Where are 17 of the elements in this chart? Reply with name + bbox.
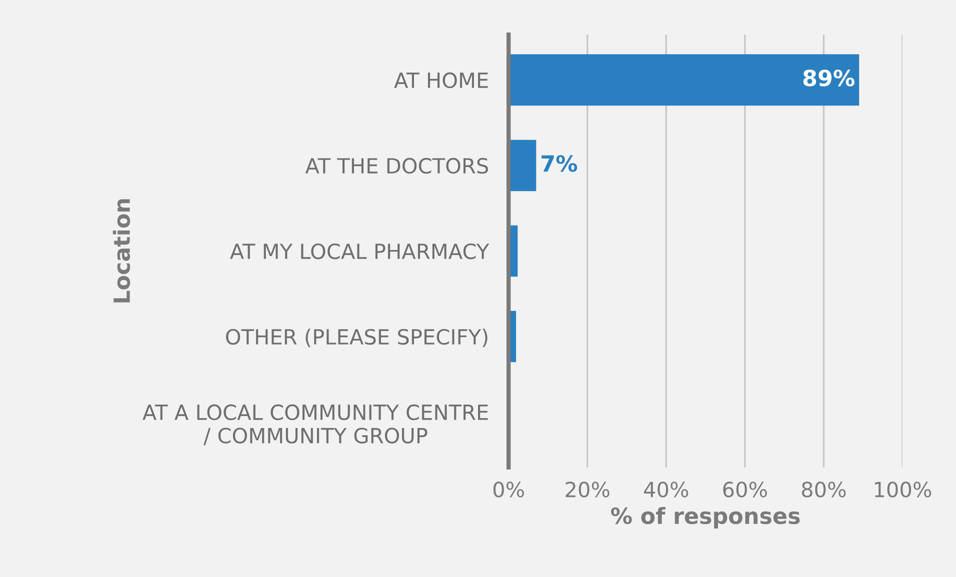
y-axis-title: Location: [112, 199, 130, 302]
y-tick-label: AT MY LOCAL PHARMACY: [230, 243, 490, 260]
x-tick-label: 20%: [566, 482, 610, 498]
x-tick-label: 0%: [493, 482, 524, 498]
bar: [508, 140, 536, 192]
y-tick-label: AT THE DOCTORS: [305, 158, 488, 174]
x-tick-label: 80%: [802, 482, 846, 498]
y-tick-label: OTHER (PLEASE SPECIFY): [226, 328, 488, 348]
y-tick-label: AT A LOCAL COMMUNITY CENTRE / COMMUNITY GROUP: [142, 404, 488, 446]
y-tick-label: AT HOME: [394, 72, 488, 88]
x-tick-label: 100%: [874, 482, 932, 498]
data-label: 89%: [803, 70, 854, 86]
x-axis-title: % of responses: [611, 506, 800, 528]
x-tick-label: 40%: [644, 482, 688, 498]
data-label: 7%: [542, 155, 578, 172]
x-tick-label: 60%: [723, 482, 767, 498]
bar: [508, 54, 860, 106]
